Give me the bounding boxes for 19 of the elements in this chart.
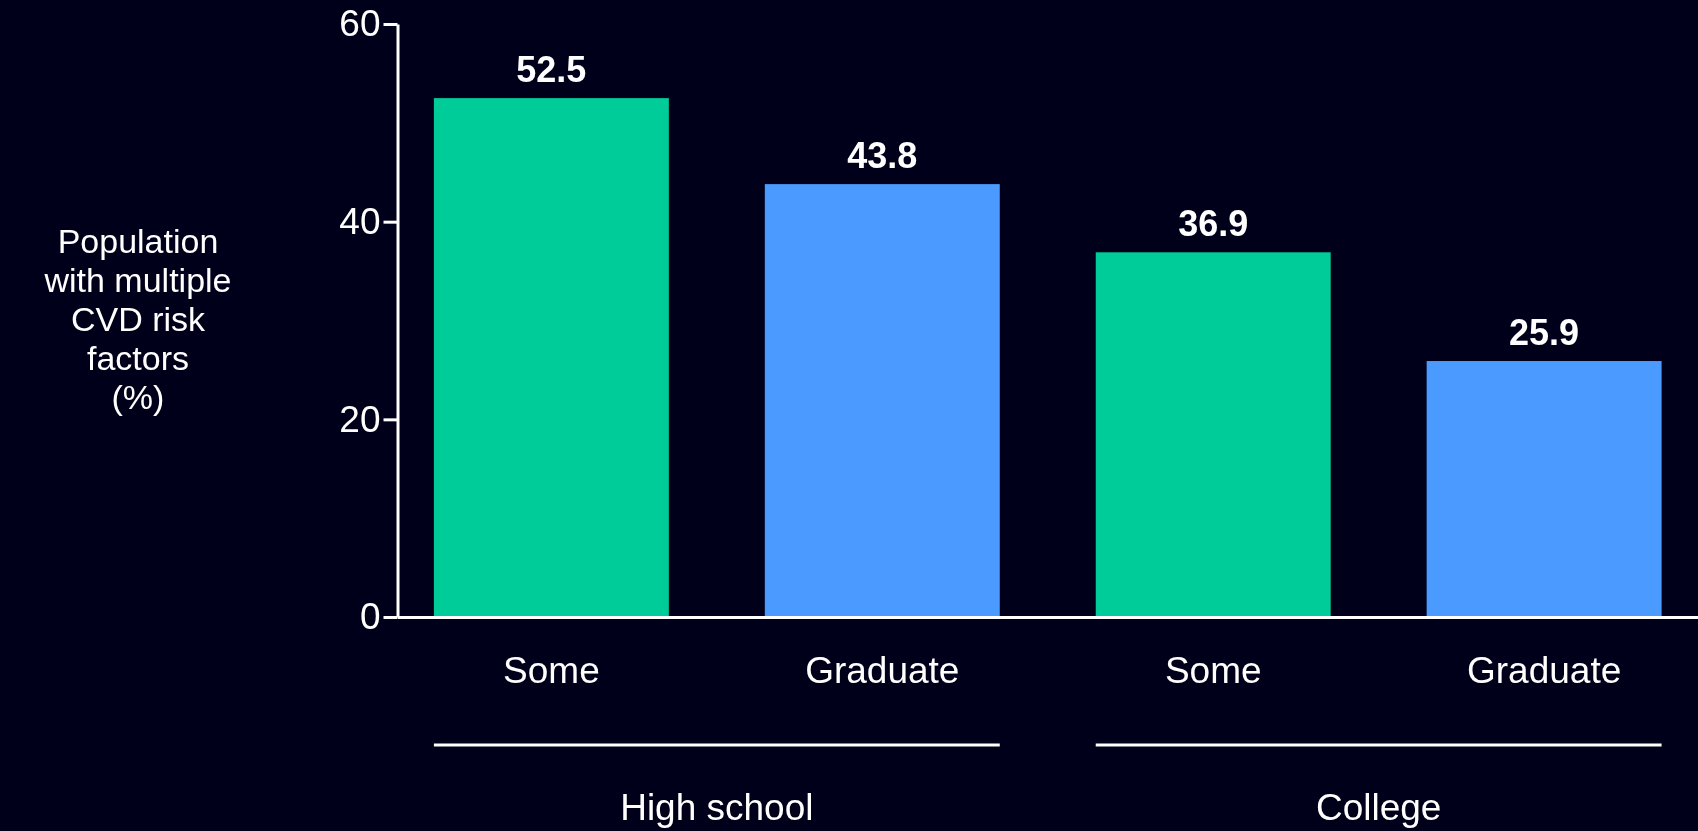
bar: [1426, 361, 1662, 617]
x-tick-label: Some: [1164, 650, 1262, 692]
y-axis-title: Population with multiple CVD risk factors (%): [43, 222, 232, 416]
data-label: 25.9: [1509, 312, 1580, 354]
bar: [1095, 252, 1331, 617]
x-tick-label: Graduate: [805, 650, 960, 692]
x-tick-label: Some: [503, 650, 600, 692]
y-tick-label: 60: [339, 3, 381, 45]
data-label: 52.5: [516, 49, 587, 91]
data-label: 36.9: [1178, 203, 1249, 245]
bar: [433, 98, 669, 617]
text: College: [1315, 787, 1442, 828]
y-tick-label: 0: [359, 596, 381, 638]
data-label: 43.8: [847, 135, 918, 177]
x-tick-label: Graduate: [1466, 650, 1622, 692]
y-tick-label: 40: [339, 201, 381, 243]
bar: [764, 184, 1000, 617]
text: High school: [620, 787, 814, 828]
y-tick-label: 20: [339, 398, 381, 440]
